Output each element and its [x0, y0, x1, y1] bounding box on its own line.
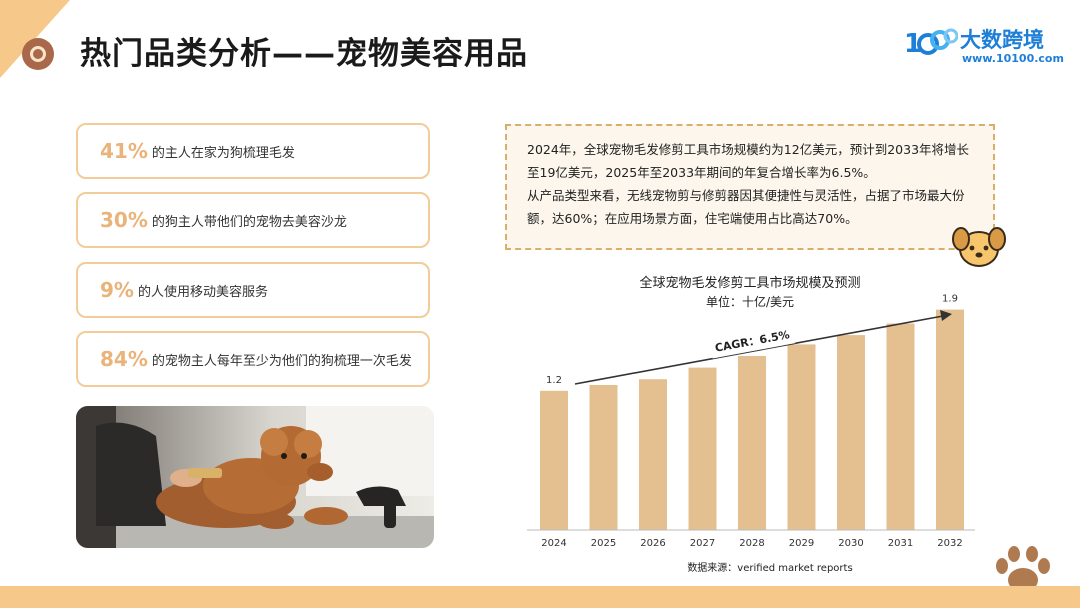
data-label-2024: 1.2 — [546, 375, 562, 386]
description-paragraph: 2024年，全球宠物毛发修剪工具市场规模约为12亿美元，预计到2033年将增长至… — [527, 142, 970, 180]
stat-percent: 30% — [100, 208, 148, 232]
stat-card: 30% 的狗主人带他们的宠物去美容沙龙 — [76, 192, 430, 248]
stat-card: 9% 的人使用移动美容服务 — [76, 262, 430, 318]
bar-2032 — [936, 309, 964, 530]
stat-percent: 41% — [100, 139, 148, 163]
logo-mark-icon: 1 — [904, 28, 958, 59]
stat-percent: 84% — [100, 347, 148, 371]
bar-2030 — [837, 335, 865, 530]
svg-text:1: 1 — [904, 29, 922, 59]
bar-2027 — [688, 367, 717, 530]
stat-text: 的宠物主人每年至少为他们的狗梳理一次毛发 — [151, 353, 412, 369]
dog-grooming-photo — [76, 406, 434, 548]
stat-card: 84% 的宠物主人每年至少为他们的狗梳理一次毛发 — [76, 331, 430, 387]
x-tick-2025: 2025 — [591, 538, 616, 549]
market-size-chart: 全球宠物毛发修剪工具市场规模及预测 单位：十亿/美元 1.2 1.9 2024 20… — [527, 275, 975, 574]
bar-2024 — [540, 390, 568, 530]
bar-2031 — [886, 323, 915, 530]
bar-2028 — [738, 356, 766, 530]
stat-text: 的主人在家为狗梳理毛发 — [151, 145, 295, 161]
chart-source: 数据来源：verified market reports — [687, 561, 852, 574]
cagr-label-bg — [708, 321, 796, 359]
stat-card: 41% 的主人在家为狗梳理毛发 — [76, 123, 430, 179]
stat-text: 的狗主人带他们的宠物去美容沙龙 — [151, 214, 347, 230]
brand-name: 大数跨境 — [960, 28, 1044, 52]
stat-text: 的人使用移动美容服务 — [137, 284, 268, 300]
x-tick-2030: 2030 — [838, 538, 863, 549]
x-tick-2028: 2028 — [739, 538, 764, 549]
bar-2026 — [639, 379, 667, 530]
cagr-arrowhead — [940, 310, 952, 321]
dog-face-icon — [952, 227, 1006, 267]
x-tick-2026: 2026 — [640, 538, 665, 549]
description-paragraph: 从产品类型来看，无线宠物剪与修剪器因其便捷性与灵活性，占据了市场最大份额，达60… — [527, 188, 965, 226]
market-description: 2024年，全球宠物毛发修剪工具市场规模约为12亿美元，预计到2033年将增长至… — [505, 124, 995, 250]
brand-url: www.10100.com — [962, 52, 1064, 65]
x-tick-2024: 2024 — [541, 538, 566, 549]
footer-bar — [0, 586, 1080, 608]
x-tick-2027: 2027 — [690, 538, 715, 549]
cagr-arrow-line — [574, 315, 944, 385]
bar-2025 — [589, 385, 618, 530]
stat-percent: 9% — [100, 278, 134, 302]
x-tick-2031: 2031 — [888, 538, 913, 549]
x-tick-2032: 2032 — [937, 538, 962, 549]
chart-title: 全球宠物毛发修剪工具市场规模及预测 — [639, 275, 860, 291]
title-ring-icon — [22, 38, 54, 70]
x-tick-2029: 2029 — [789, 538, 814, 549]
data-label-2032: 1.9 — [942, 294, 958, 305]
page-title: 热门品类分析——宠物美容用品 — [80, 36, 528, 72]
brand-logo[interactable]: 1 大数跨境 www.10100.com — [904, 22, 1064, 68]
chart-subtitle: 单位：十亿/美元 — [706, 294, 794, 309]
bar-2029 — [787, 344, 816, 530]
